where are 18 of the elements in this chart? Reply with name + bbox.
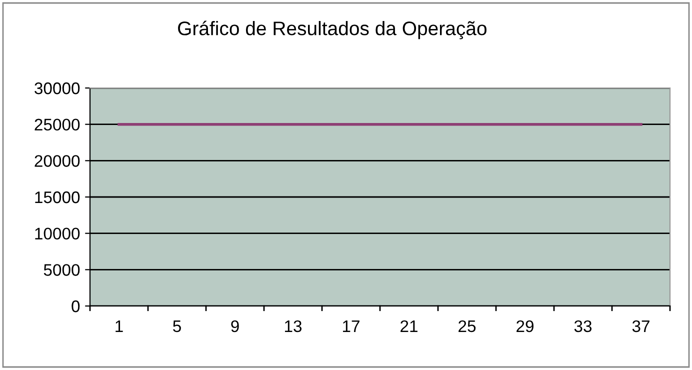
x-tick-label: 33 bbox=[574, 320, 592, 332]
y-tick-label: 0 bbox=[72, 300, 80, 312]
x-tick-label: 13 bbox=[285, 320, 302, 332]
y-tick-label: 15000 bbox=[35, 191, 80, 204]
x-tick-label: 29 bbox=[516, 320, 534, 332]
y-tick-label: 10000 bbox=[35, 228, 80, 240]
y-tick-label: 20000 bbox=[34, 155, 80, 167]
x-tick-label: 37 bbox=[632, 320, 650, 332]
x-tick-label: 21 bbox=[400, 320, 418, 332]
x-tick-label: 1 bbox=[116, 320, 123, 332]
y-tick-label: 30000 bbox=[34, 82, 80, 94]
x-tick-label: 17 bbox=[343, 320, 360, 332]
x-tick-label: 25 bbox=[458, 320, 476, 332]
y-tick-label: 25000 bbox=[34, 118, 80, 131]
chart-title: Gráfico de Resultados da Operação bbox=[178, 20, 486, 40]
x-tick-label: 9 bbox=[231, 320, 239, 332]
x-tick-label: 5 bbox=[173, 320, 181, 332]
y-tick-label: 5000 bbox=[44, 264, 80, 276]
